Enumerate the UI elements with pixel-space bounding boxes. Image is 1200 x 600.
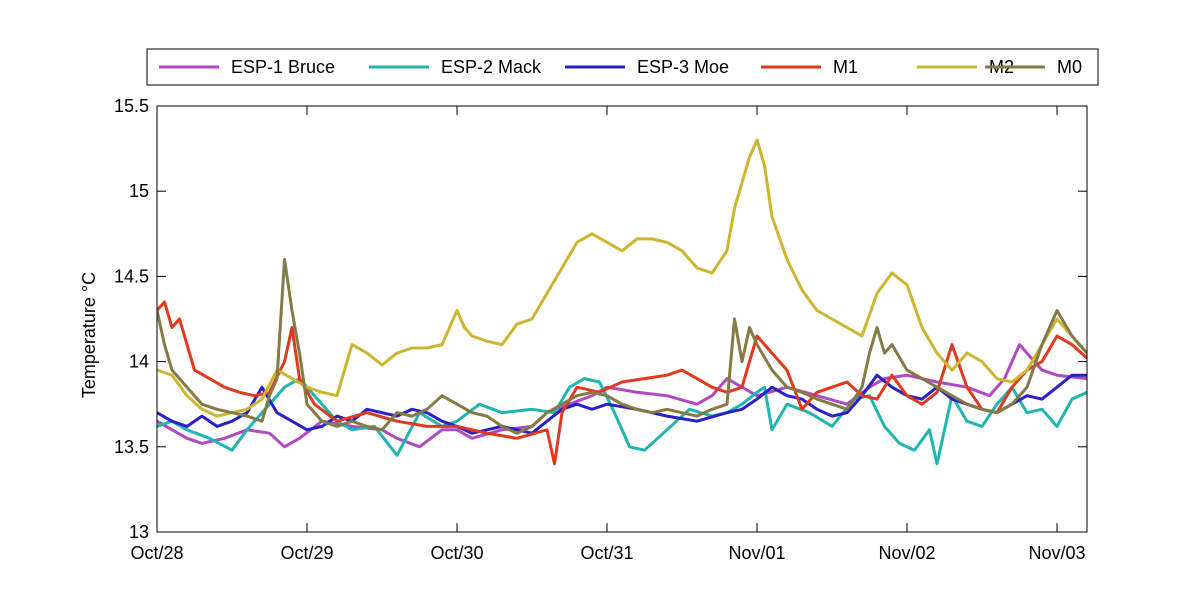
x-tick-label: Oct/30 [430, 543, 483, 563]
y-tick-label: 13.5 [114, 437, 149, 457]
x-tick-label: Nov/02 [878, 543, 935, 563]
legend-label-m0: M0 [1057, 57, 1082, 77]
legend-label-m1: M1 [833, 57, 858, 77]
y-tick-label: 14.5 [114, 266, 149, 286]
x-tick-label: Nov/01 [728, 543, 785, 563]
legend-label-esp-1-bruce: ESP-1 Bruce [231, 57, 335, 77]
x-tick-label: Nov/03 [1028, 543, 1085, 563]
y-axis-title: Temperature °C [79, 272, 99, 398]
series-line-m0 [157, 257, 1087, 435]
series-line-m2 [157, 138, 1087, 418]
series-layer [157, 138, 1087, 466]
y-tick-label: 13 [129, 522, 149, 542]
x-tick-label: Oct/28 [130, 543, 183, 563]
axes-layer: Oct/28 Oct/29 Oct/30 Oct/31 Nov/01 Nov/02 Nov/… [114, 96, 1088, 563]
x-tick-label: Oct/31 [580, 543, 633, 563]
axes-box [156, 105, 1088, 533]
legend-label-esp-2-mack: ESP-2 Mack [441, 57, 542, 77]
y-tick-label: 15 [129, 181, 149, 201]
x-tick-label: Oct/29 [280, 543, 333, 563]
plot-background [157, 106, 1087, 532]
legend-label-esp-3-moe: ESP-3 Moe [637, 57, 729, 77]
plot-area [157, 106, 1087, 532]
y-tick-label: 15.5 [114, 96, 149, 116]
legend: ESP-1 Bruce ESP-2 Mack ESP-3 Moe M1 M2 M0 [146, 48, 1099, 86]
y-tick-label: 14 [129, 352, 149, 372]
